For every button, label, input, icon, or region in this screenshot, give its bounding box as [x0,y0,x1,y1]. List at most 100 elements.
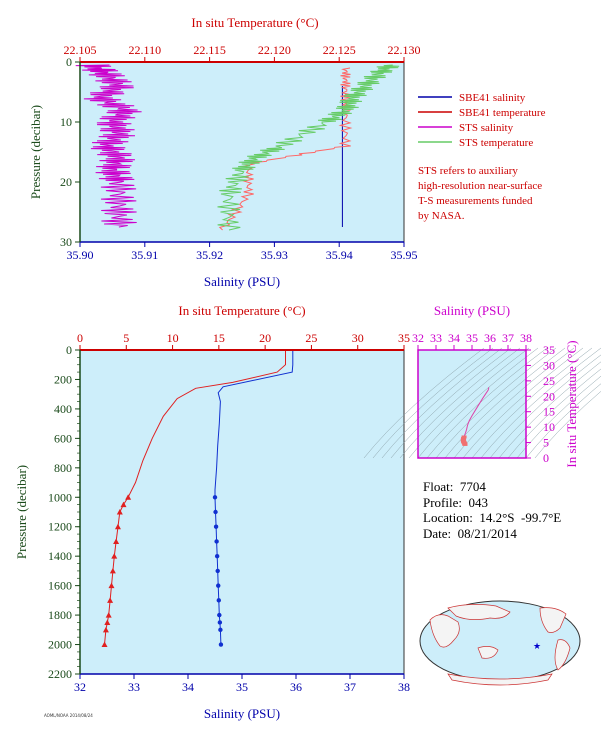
float-id: Float: 7704 [423,479,486,494]
map-land-africa [429,614,460,648]
main-sal-tick-label: 33 [128,680,140,694]
main-pressure-tick-label: 1200 [48,520,72,534]
main-temp-marker [113,538,120,544]
main-sal-tick-label: 36 [290,680,302,694]
main-pressure-tick-label: 1800 [48,608,72,622]
main-temp-marker [108,582,115,589]
note-line-4: by NASA. [418,210,465,222]
main-pressure-tick-label: 0 [66,343,72,357]
top-chart: 22.105 22.110 22.115 22.120 22.125 22.130 35.9… [28,15,421,289]
ts-plot-area [418,350,526,458]
main-sal-marker [218,627,223,633]
main-pressure-tick-label: 2000 [48,638,72,652]
ts-temp-tick-label: 35 [543,343,555,357]
main-temp-marker [125,494,132,500]
top-sal-tick-label: 35.91 [131,248,158,262]
main-temp-marker [109,567,116,574]
ts-sal-tick-label: 38 [520,331,532,345]
top-series-group [75,64,400,231]
main-pressure-tick-label: 200 [54,372,72,386]
main-sal-tick-label: 34 [182,680,194,694]
main-sal-marker [214,539,219,544]
main-sal-marker [218,642,224,647]
main-sal-marker [217,620,223,625]
ts-temp-tick-label: 0 [543,451,549,465]
ts-density-contour [408,347,530,459]
ts-density-contour [516,375,601,459]
main-sal-tick-label: 38 [398,680,410,694]
ts-temp-tick-label: 15 [543,405,555,419]
main-sal-marker [213,524,219,529]
ts-density-contour [471,347,593,459]
main-pressure-title: Pressure (decibar) [14,465,29,559]
top-temp-tick-label: 22.110 [129,43,162,57]
main-temp-tick-label: 30 [352,331,364,345]
top-pressure-tick-label: 0 [66,55,72,69]
top-sal-tick-label: 35.94 [326,248,353,262]
ts-density-contour [381,347,503,459]
main-sal-line [214,350,294,645]
top-temp-tick-label: 22.120 [258,43,291,57]
ts-density-contour [426,347,548,459]
ts-sal-tick-label: 36 [484,331,496,345]
main-temp-marker [114,523,121,530]
main-pressure-tick-label: 600 [54,431,72,445]
ts-sal-tick-label: 32 [412,331,424,345]
main-temp-marker [104,619,111,625]
main-temp-marker [101,641,108,648]
top-pressure-tick-label: 10 [60,115,72,129]
ts-temp-tick-label: 30 [543,358,555,372]
main-sal-marker [213,509,218,515]
world-map: ★ [419,600,581,686]
note-line-2: high-resolution near-surface [418,180,542,192]
main-temp-title: In situ Temperature (°C) [178,303,305,318]
ts-temp-tick-label: 10 [543,420,555,434]
main-sal-marker [217,612,222,618]
main-sal-marker [212,495,218,500]
main-plot-area [80,350,404,674]
legend-label-sts-temperature: STS temperature [459,137,533,149]
map-land-south-america [554,639,571,671]
main-sal-tick-label: 35 [236,680,248,694]
top-legend: SBE41 salinity SBE41 temperature STS sal… [418,92,546,222]
main-pressure-tick-label: 2200 [48,667,72,681]
ts-density-contours [363,347,601,459]
ts-density-contour [534,390,601,459]
top-sal-tick-label: 35.93 [261,248,288,262]
top-temp-tick-label: 22.115 [193,43,226,57]
ts-sal-tick-label: 35 [466,331,478,345]
main-sal-tick-label: 37 [344,680,356,694]
map-land-antarctica [447,673,553,686]
profile-number: Profile: 043 [423,494,488,510]
ts-density-contour [363,347,485,459]
main-temp-marker [107,597,114,603]
main-pressure-tick-label: 1400 [48,549,72,563]
top-temp-tick-label: 22.105 [64,43,97,57]
ts-density-contour [507,368,601,459]
ts-sal-tick-label: 37 [502,331,514,345]
ts-density-contour [417,347,539,459]
main-pressure-tick-label: 800 [54,461,72,475]
ts-density-contour [435,347,557,459]
ts-temp-tick-label: 20 [543,389,555,403]
main-sal-marker [216,583,221,588]
ts-sal-tick-label: 34 [448,331,460,345]
ts-density-contour [444,347,566,459]
main-temp-tick-label: 15 [213,331,225,345]
ts-density-contour [525,383,601,459]
ts-temp-tick-label: 25 [543,374,555,388]
top-pressure-tick-label: 30 [60,235,72,249]
float-location-star-icon: ★ [533,642,541,652]
legend-label-sbe-temperature: SBE41 temperature [459,107,546,119]
top-sal-tick-label: 35.92 [196,248,223,262]
top-series-line-3 [217,64,400,231]
top-temp-tick-label: 22.125 [323,43,356,57]
top-pressure-title: Pressure (decibar) [28,105,43,199]
map-land-australia [477,646,499,659]
top-pressure-tick-label: 20 [60,175,72,189]
ts-density-contour [390,347,512,459]
profile-date: Date: 08/21/2014 [423,525,517,541]
ts-temp-tick-label: 5 [543,436,549,450]
